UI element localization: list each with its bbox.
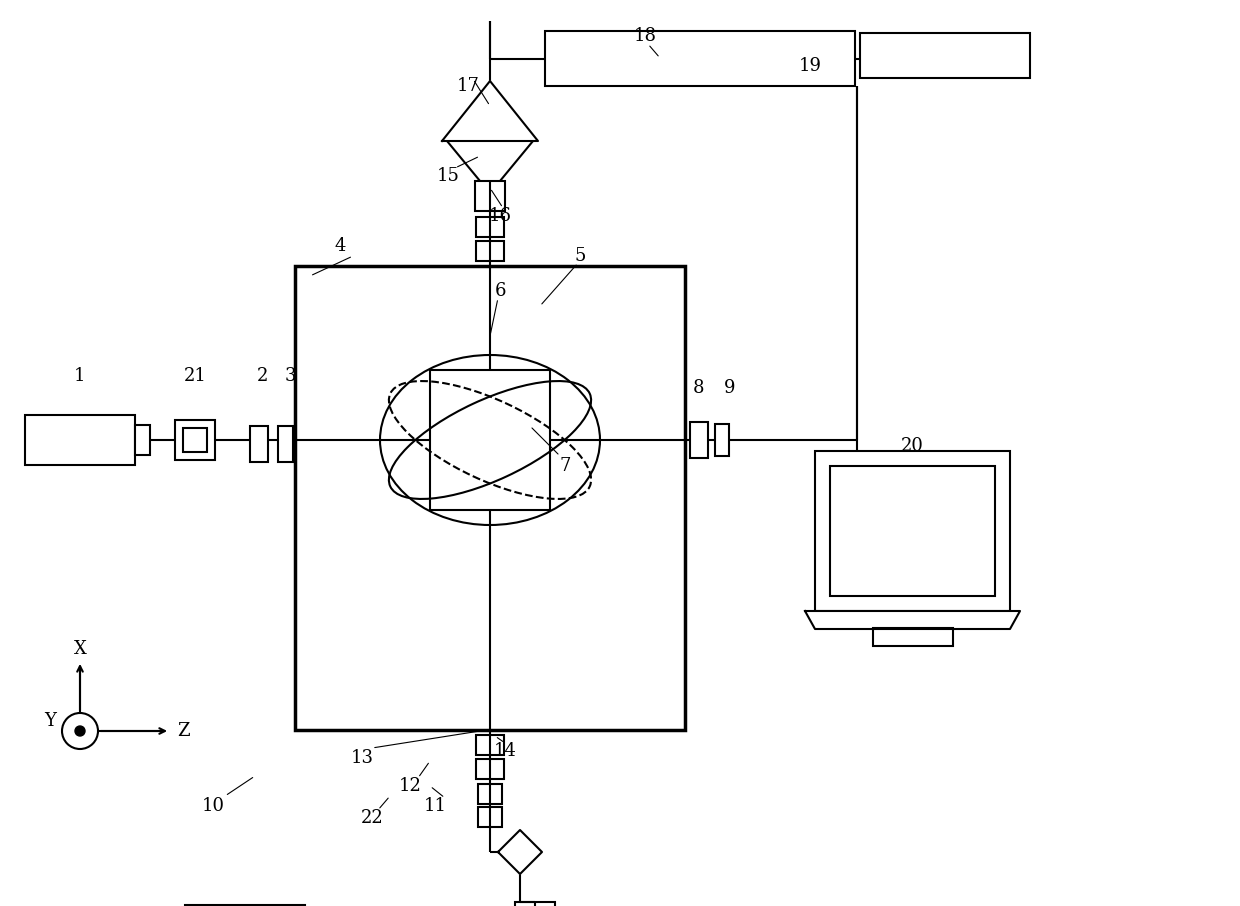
Bar <box>430 370 551 510</box>
Bar <box>861 33 1030 78</box>
Text: 9: 9 <box>724 379 735 397</box>
Bar <box>184 428 207 452</box>
Text: 1: 1 <box>74 367 86 385</box>
Text: 10: 10 <box>201 797 224 815</box>
Text: 5: 5 <box>574 247 585 265</box>
Text: 6: 6 <box>495 282 506 300</box>
Text: 4: 4 <box>335 237 346 255</box>
Bar <box>185 905 305 906</box>
Bar <box>715 424 729 456</box>
Text: 18: 18 <box>634 27 656 45</box>
Circle shape <box>62 713 98 749</box>
Bar <box>815 451 1011 611</box>
Circle shape <box>74 726 86 736</box>
Bar <box>295 266 684 730</box>
Bar <box>475 181 505 211</box>
Text: 16: 16 <box>489 207 511 225</box>
Bar <box>25 415 135 465</box>
Bar <box>476 735 503 755</box>
Bar <box>250 426 268 462</box>
Text: 7: 7 <box>559 457 570 475</box>
Bar <box>476 241 503 261</box>
Text: 2: 2 <box>257 367 268 385</box>
Text: 14: 14 <box>494 742 516 760</box>
Text: 20: 20 <box>900 437 924 455</box>
Bar <box>689 422 708 458</box>
Bar <box>477 807 502 827</box>
Bar <box>450 390 529 490</box>
Text: 11: 11 <box>424 797 446 815</box>
Text: X: X <box>73 640 87 658</box>
Polygon shape <box>498 830 542 874</box>
Polygon shape <box>805 611 1021 629</box>
Bar <box>135 425 150 455</box>
Text: 13: 13 <box>351 749 373 767</box>
Polygon shape <box>441 81 538 141</box>
Text: 15: 15 <box>436 167 460 185</box>
Bar <box>873 628 952 646</box>
Bar <box>476 759 503 779</box>
Text: Z: Z <box>176 722 190 740</box>
Text: 22: 22 <box>361 809 383 827</box>
Bar <box>546 31 856 86</box>
Bar <box>175 420 215 460</box>
Text: Y: Y <box>45 712 56 730</box>
Text: 12: 12 <box>398 777 422 795</box>
Bar <box>476 217 503 237</box>
Bar <box>278 426 293 462</box>
Text: 21: 21 <box>184 367 206 385</box>
Text: 3: 3 <box>284 367 296 385</box>
Text: 19: 19 <box>799 57 821 75</box>
Text: 8: 8 <box>692 379 704 397</box>
Bar <box>830 466 994 596</box>
Bar <box>477 784 502 804</box>
Text: 17: 17 <box>456 77 480 95</box>
Bar <box>515 902 556 906</box>
